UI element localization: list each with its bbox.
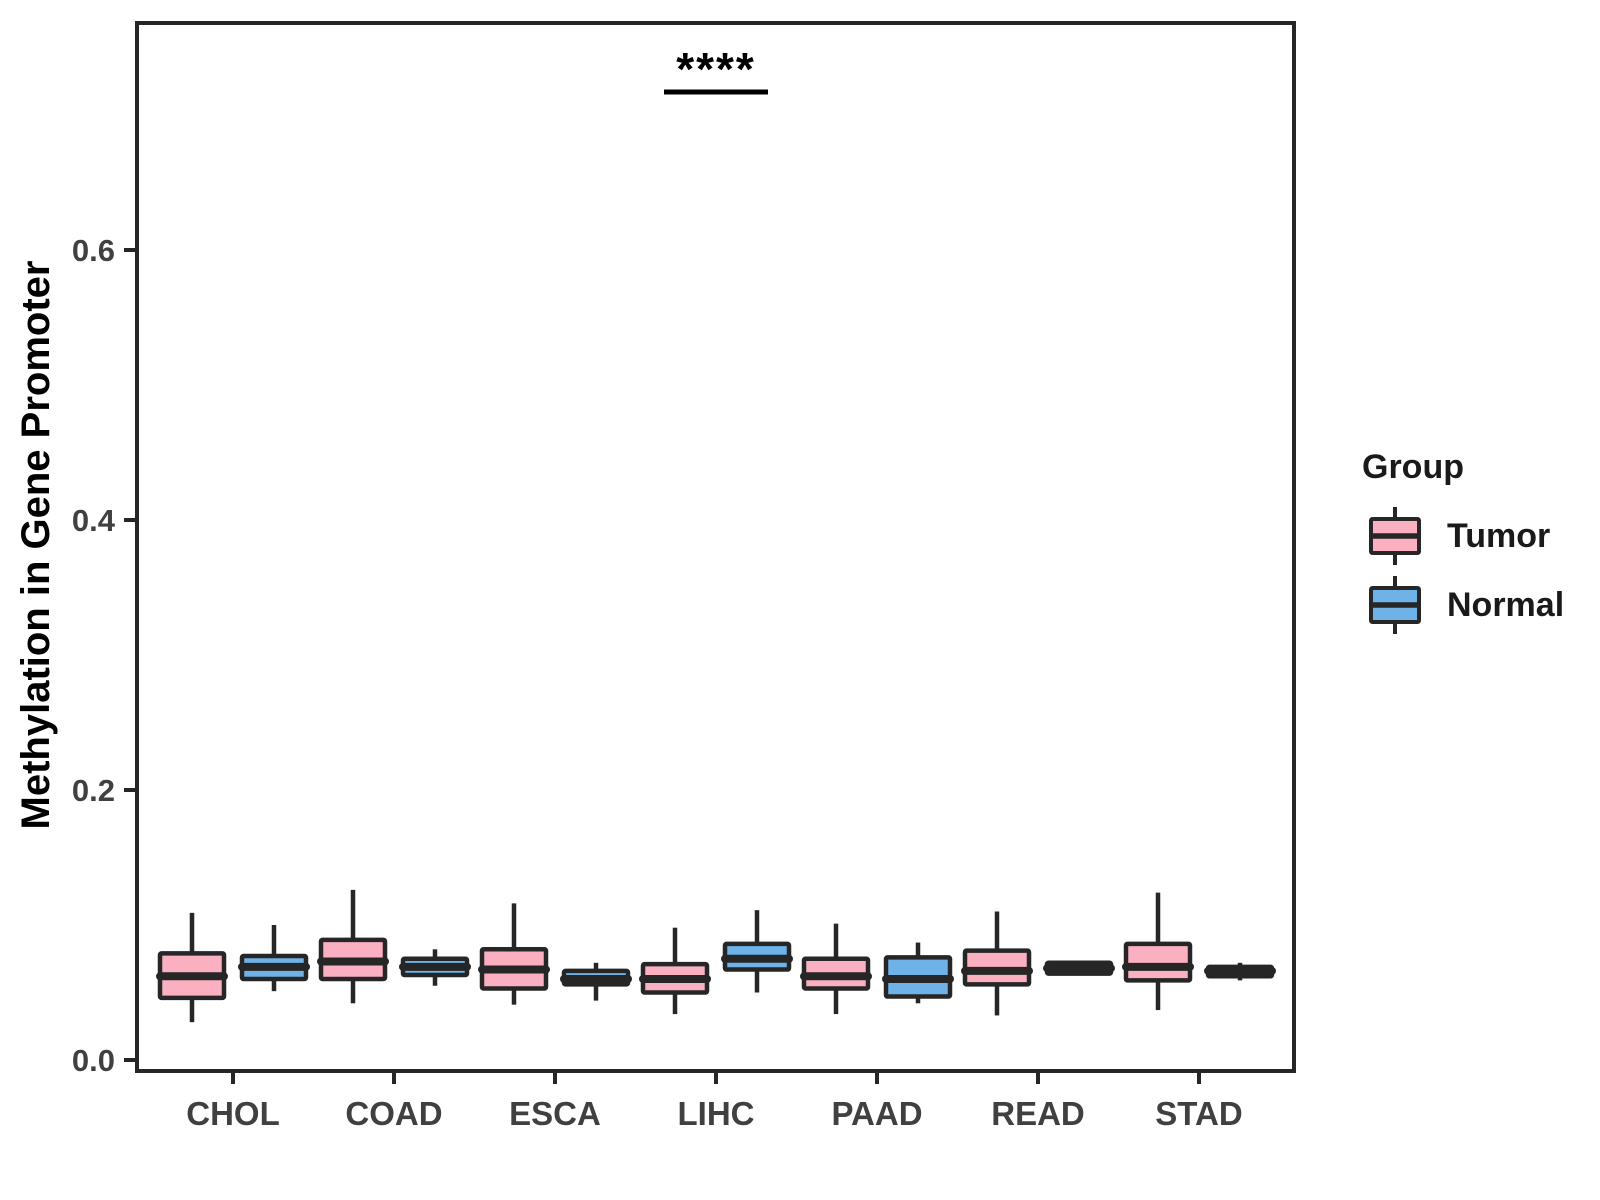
box-rect (1123, 941, 1193, 983)
y-axis-title: Methylation in Gene Promoter (14, 260, 58, 830)
x-tick-label: STAD (1155, 1095, 1242, 1132)
x-tick-label: READ (991, 1095, 1085, 1132)
box-normal-ESCA (560, 962, 632, 1001)
box-tumor-STAD (1122, 892, 1194, 1011)
legend-label-tumor: Tumor (1447, 516, 1551, 555)
box-tumor-LIHC (639, 927, 711, 1015)
box-tumor-ESCA (478, 903, 550, 1005)
legend-item-normal: Normal (1367, 573, 1564, 637)
y-tick-label: 0.4 (72, 503, 116, 538)
box-normal-CHOL (238, 925, 310, 992)
box-normal-LIHC (721, 910, 793, 993)
x-tick-label: COAD (345, 1095, 442, 1132)
y-tick-label: 0.6 (72, 233, 115, 268)
x-tick-label: LIHC (678, 1095, 755, 1132)
box-tumor-COAD (317, 889, 389, 1004)
plot-panel-border (135, 21, 1296, 1073)
y-tick-label: 0.2 (72, 773, 115, 808)
legend-label-normal: Normal (1447, 585, 1565, 624)
box-tumor-READ (961, 911, 1033, 1016)
boxplot-key-icon (1369, 507, 1421, 565)
legend-title: Group (1362, 448, 1464, 486)
box-tumor-CHOL (156, 912, 228, 1023)
x-tick-label: CHOL (186, 1095, 280, 1132)
box-normal-PAAD (882, 942, 954, 1004)
significance-label: **** (676, 43, 756, 95)
x-tick-label: PAAD (831, 1095, 922, 1132)
box-normal-COAD (399, 949, 471, 986)
y-tick-label: 0.0 (72, 1043, 115, 1078)
box-normal-STAD (1204, 962, 1276, 981)
x-tick-label: ESCA (509, 1095, 601, 1132)
box-normal-READ (1043, 960, 1115, 976)
legend-item-tumor: Tumor (1367, 504, 1550, 568)
box-tumor-PAAD (800, 923, 872, 1015)
boxplot-key-icon (1369, 576, 1421, 634)
